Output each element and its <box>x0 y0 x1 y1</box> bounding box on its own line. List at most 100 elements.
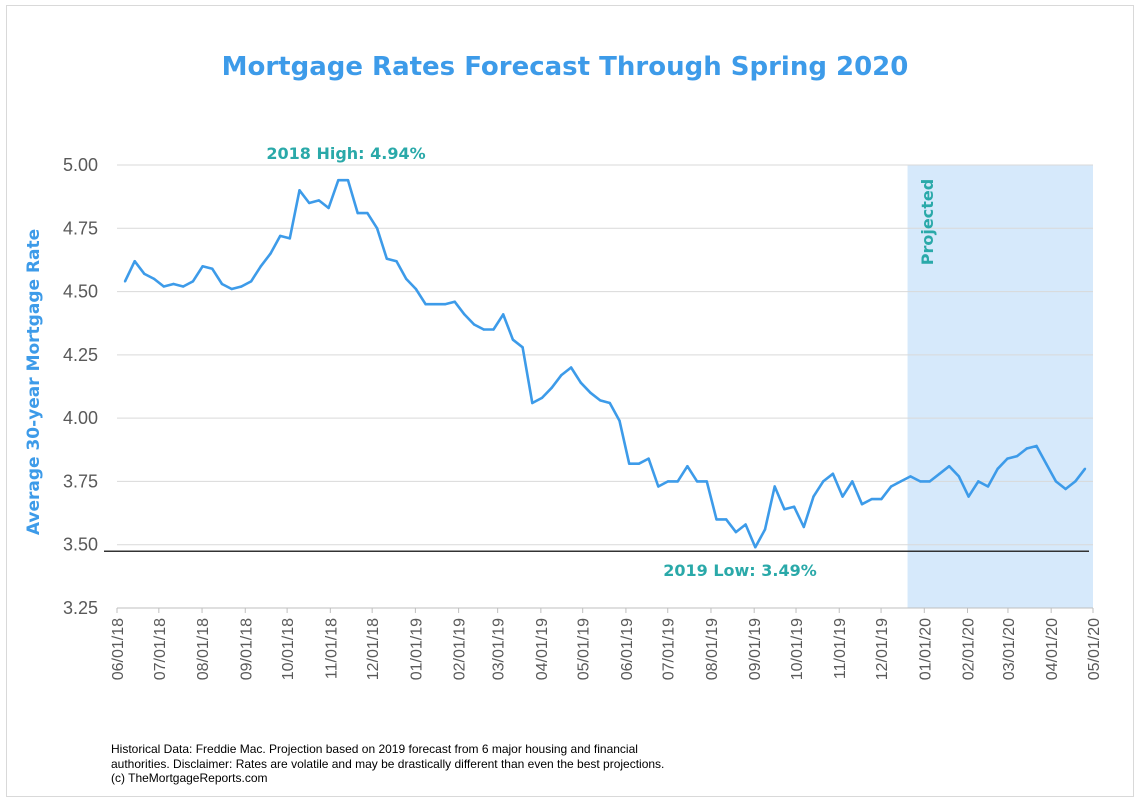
footer-line: authorities. Disclaimer: Rates are volat… <box>111 756 665 771</box>
data-point <box>395 260 398 263</box>
data-point <box>686 465 689 468</box>
data-point <box>492 328 495 331</box>
data-point <box>269 252 272 255</box>
data-point <box>560 373 563 377</box>
series-line-mortgage-rate <box>123 178 1087 549</box>
data-point <box>802 525 805 529</box>
data-point <box>1006 457 1009 460</box>
data-point <box>1054 480 1058 483</box>
data-point <box>715 518 718 521</box>
data-point <box>1083 467 1087 470</box>
data-point <box>1064 487 1067 491</box>
x-tick-label: 07/01/18 <box>152 618 169 680</box>
x-tick-label: 12/01/19 <box>874 618 891 680</box>
x-tick-label: 05/01/19 <box>576 618 593 680</box>
x-tick-label: 06/01/19 <box>619 618 636 680</box>
data-point <box>337 179 340 182</box>
x-tick-label: 10/01/19 <box>789 618 806 680</box>
data-point <box>366 211 369 215</box>
data-point <box>909 475 912 478</box>
data-point <box>996 467 999 470</box>
x-tick-label: 07/01/19 <box>661 618 678 680</box>
data-point <box>317 199 321 202</box>
data-point <box>550 386 553 389</box>
series-points <box>123 179 1087 549</box>
data-point <box>201 265 204 268</box>
data-point <box>783 508 786 511</box>
y-tick-label: 3.75 <box>63 471 98 491</box>
data-point <box>744 523 747 526</box>
x-tick-label: 09/01/19 <box>747 618 764 680</box>
x-tick-label: 01/01/19 <box>408 618 425 680</box>
y-tick-label: 4.25 <box>63 345 98 365</box>
annotation-2018-high: 2018 High: 4.94% <box>266 144 425 163</box>
y-tick-label: 3.25 <box>63 598 98 618</box>
data-point <box>938 472 941 475</box>
data-point <box>434 303 437 306</box>
y-tick-label: 4.00 <box>63 408 98 428</box>
data-point <box>899 480 902 483</box>
data-point <box>240 285 243 288</box>
footer-line: (c) TheMortgageReports.com <box>111 771 268 785</box>
x-tick-label: 10/01/18 <box>280 618 297 680</box>
data-point <box>928 480 931 483</box>
data-point <box>618 419 621 422</box>
data-point <box>880 497 883 501</box>
data-point <box>647 457 650 460</box>
data-point <box>676 480 679 483</box>
x-tick-label: 11/01/18 <box>323 618 340 679</box>
data-point <box>579 381 582 384</box>
data-point <box>1015 454 1019 458</box>
x-axis-ticks: 06/01/18 07/01/18 08/01/18 09/01/18 10/01/18… <box>110 608 1103 680</box>
y-axis-label: Average 30-year Mortgage Rate <box>24 229 44 535</box>
data-point <box>977 480 980 483</box>
x-tick-label: 05/01/20 <box>1086 618 1103 680</box>
data-point <box>822 480 825 483</box>
data-point <box>841 495 844 498</box>
data-point <box>230 287 233 291</box>
data-point <box>472 323 476 326</box>
data-point <box>1035 444 1038 448</box>
data-point <box>346 179 350 182</box>
data-point <box>851 480 854 483</box>
data-point <box>792 505 796 508</box>
data-point <box>773 485 776 488</box>
data-point <box>986 485 990 488</box>
data-point <box>327 206 330 210</box>
footer-line: Historical Data: Freddie Mac. Projection… <box>111 742 638 756</box>
data-point <box>453 300 456 303</box>
data-point <box>133 260 136 263</box>
data-point <box>957 475 961 478</box>
x-tick-label: 09/01/18 <box>238 618 255 680</box>
y-tick-label: 4.75 <box>63 218 98 238</box>
projected-region <box>907 165 1093 608</box>
data-point <box>705 480 708 483</box>
data-point <box>1045 462 1048 465</box>
data-point <box>298 189 301 192</box>
data-point <box>414 287 418 291</box>
x-tick-label: 02/01/20 <box>961 618 978 680</box>
data-point <box>463 313 466 316</box>
data-point <box>589 391 592 394</box>
data-point <box>356 211 359 215</box>
data-point <box>191 280 195 283</box>
x-tick-label: 03/01/19 <box>491 618 508 680</box>
x-tick-label: 08/01/19 <box>704 618 721 680</box>
data-point <box>919 480 922 483</box>
data-point <box>511 338 515 341</box>
data-point <box>211 267 214 270</box>
data-point <box>860 503 864 506</box>
data-point <box>502 313 505 316</box>
data-point <box>637 462 641 465</box>
data-point <box>889 485 893 488</box>
projected-label: Projected <box>918 179 937 265</box>
data-point <box>249 280 253 283</box>
data-point <box>666 480 670 483</box>
x-tick-label: 06/01/18 <box>110 618 127 680</box>
x-tick-label: 02/01/19 <box>452 618 469 680</box>
data-point <box>521 346 524 349</box>
data-point <box>443 303 447 306</box>
data-point <box>308 201 311 205</box>
x-tick-label: 11/01/19 <box>832 618 849 679</box>
